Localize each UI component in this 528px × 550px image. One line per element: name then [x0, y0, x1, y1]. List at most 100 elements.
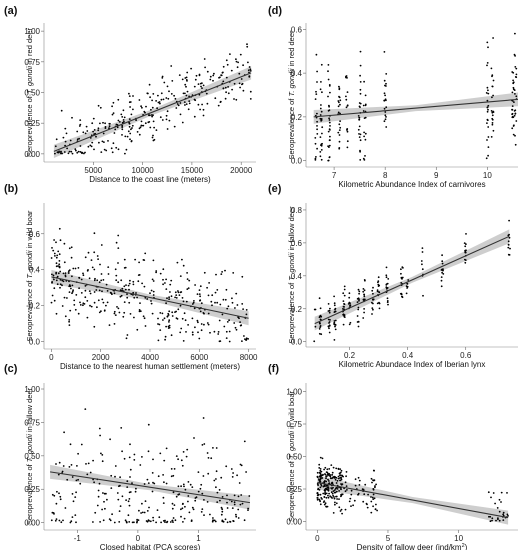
data-point	[358, 125, 361, 128]
data-point	[231, 301, 234, 304]
data-point	[333, 320, 336, 322]
data-point	[175, 310, 178, 313]
data-point	[92, 459, 94, 462]
data-point	[147, 423, 150, 426]
data-point	[123, 258, 126, 261]
data-point	[328, 105, 330, 108]
data-point	[383, 79, 386, 82]
data-point	[62, 465, 65, 467]
data-point	[132, 95, 134, 97]
data-point	[165, 278, 168, 281]
data-point	[55, 463, 57, 465]
data-point	[350, 493, 353, 496]
data-point	[333, 496, 335, 498]
data-point	[325, 471, 328, 473]
trend-line	[314, 235, 510, 325]
data-point	[328, 327, 330, 330]
data-point	[93, 481, 95, 484]
data-point	[249, 98, 252, 100]
data-point	[171, 502, 174, 505]
data-point	[358, 484, 361, 486]
data-point	[64, 507, 67, 509]
data-point	[329, 135, 331, 138]
data-point	[325, 484, 328, 487]
data-point	[359, 139, 362, 142]
data-point	[57, 250, 60, 253]
y-tick-label: 0.6	[291, 25, 303, 34]
data-point	[316, 120, 318, 123]
data-point	[370, 511, 373, 514]
data-point	[158, 101, 161, 103]
data-point	[198, 337, 201, 340]
data-point	[93, 251, 96, 254]
data-point	[235, 515, 238, 518]
data-point	[488, 515, 490, 518]
data-point	[119, 476, 121, 479]
data-point	[166, 315, 169, 318]
data-point	[123, 311, 126, 314]
data-point	[377, 280, 380, 283]
data-point	[319, 325, 322, 327]
data-point	[212, 79, 214, 82]
data-point	[233, 82, 236, 85]
data-point	[316, 70, 318, 73]
data-point	[320, 484, 323, 487]
data-point	[86, 300, 89, 302]
data-point	[113, 323, 116, 325]
data-point	[187, 324, 190, 326]
data-point	[199, 487, 202, 490]
data-point	[52, 274, 55, 277]
data-point	[511, 116, 514, 119]
data-point	[320, 158, 323, 161]
data-point	[385, 287, 388, 290]
data-point	[202, 108, 205, 111]
data-point	[98, 141, 100, 144]
data-point	[321, 132, 323, 135]
data-point	[93, 301, 96, 304]
data-point	[209, 331, 211, 334]
y-axis-label: Seroprevalence of T. gondii in red deer	[25, 28, 34, 157]
data-point	[173, 504, 176, 506]
data-point	[61, 470, 64, 473]
data-point	[318, 332, 321, 335]
data-point	[103, 141, 105, 144]
data-point	[402, 267, 404, 269]
data-point	[233, 322, 236, 324]
data-point	[69, 309, 72, 312]
data-point	[236, 304, 239, 306]
data-point	[498, 498, 501, 501]
data-point	[192, 508, 195, 511]
data-point	[371, 289, 374, 292]
data-point	[152, 114, 154, 117]
data-point	[61, 152, 63, 155]
data-point	[126, 293, 128, 295]
data-point	[113, 312, 116, 315]
data-point	[69, 139, 72, 142]
data-point	[78, 137, 80, 140]
data-point	[400, 282, 403, 284]
data-point	[442, 273, 445, 275]
y-axis-label: Seroprevalence of T. gondii in fallow de…	[287, 206, 296, 344]
data-point	[508, 236, 511, 239]
data-point	[95, 289, 98, 291]
data-point	[491, 114, 494, 117]
data-point	[464, 261, 467, 264]
data-point	[129, 443, 131, 446]
data-point	[374, 508, 377, 511]
data-point	[106, 498, 108, 501]
data-point	[112, 142, 115, 145]
data-point	[514, 32, 516, 35]
data-point	[164, 335, 167, 338]
data-point	[165, 447, 168, 450]
data-point	[180, 515, 182, 518]
data-point	[200, 85, 202, 88]
data-point	[223, 325, 226, 328]
data-point	[219, 303, 222, 306]
data-point	[87, 269, 89, 271]
data-point	[51, 281, 53, 283]
data-point	[372, 488, 375, 491]
data-point	[201, 103, 204, 106]
data-point	[226, 507, 229, 509]
data-point	[319, 107, 322, 110]
data-point	[515, 120, 518, 122]
